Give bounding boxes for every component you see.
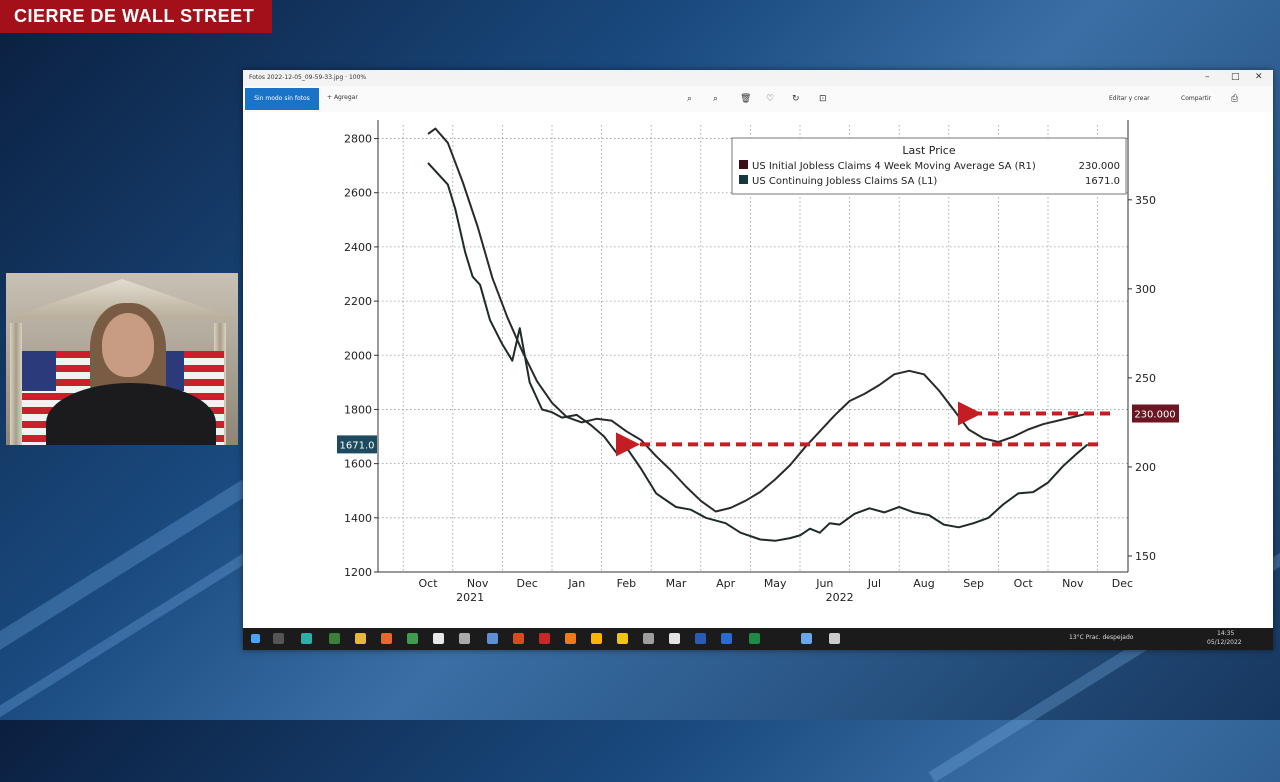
left-tick-label: 2600 [344,187,372,200]
minimize-icon[interactable]: – [1205,72,1210,82]
clock-time[interactable]: 14:35 [1217,630,1235,637]
left-tick-label: 2800 [344,133,372,146]
rotate-icon[interactable]: ↻ [792,94,800,104]
firefox-icon[interactable] [381,633,392,644]
edge-icon[interactable] [301,633,312,644]
legend-swatch [739,175,748,184]
app-icon[interactable] [829,633,840,644]
left-tick-label: 1400 [344,512,372,525]
viewer-toolbar: Sin modo sin fotos + Agregar ⌕ ⌕ 🗑 ♡ ↻ ⊡… [243,86,1273,112]
legend-box [731,137,1127,195]
app-icon[interactable] [721,633,732,644]
app-icon[interactable] [513,633,524,644]
add-button-label: Agregar [333,94,358,101]
zoom-in-icon[interactable]: ⌕ [687,94,693,104]
app-icon[interactable] [459,633,470,644]
viewer-window-title: Fotos 2022-12-05_09-59-33.jpg · 100% [249,74,367,81]
initial-claims-last-value-box [1132,404,1179,423]
right-tick-label: 300 [1135,283,1156,296]
favorite-icon[interactable]: ♡ [766,94,775,104]
legend-entry-name: US Initial Jobless Claims 4 Week Moving … [752,161,1036,172]
app-icon[interactable] [329,633,340,644]
building-column [10,323,22,445]
x-tick-label: Sep [963,577,984,590]
legend-title: Last Price [902,144,955,157]
year-label: 2021 [456,591,484,604]
windows-taskbar: 13°C Prac. despejado 14:35 05/12/2022 [243,628,1273,650]
left-tick-label: 2200 [344,295,372,308]
x-tick-label: Oct [418,577,438,590]
excel-icon[interactable] [749,633,760,644]
x-tick-label: May [764,577,787,590]
print-icon[interactable]: ⎙ [1231,94,1239,104]
document-icon[interactable] [433,633,444,644]
jobless-claims-chart: 1200 1400 1600 1800 2000 2200 2400 2600 2800 150 2… [337,120,1179,604]
x-tick-label: Nov [1062,577,1084,590]
plus-icon: + [327,94,334,101]
search-icon[interactable] [273,633,284,644]
chrome-icon[interactable] [407,633,418,644]
initial-claims-line [427,127,1088,513]
year-label: 2022 [826,591,854,604]
x-tick-label: Jan [567,577,585,590]
x-tick-label: Oct [1014,577,1034,590]
x-tick-label: Nov [467,577,489,590]
continuing-claims-last-value-box [337,435,377,454]
x-tick-label: Mar [666,577,687,590]
primary-mode-button[interactable]: Sin modo sin fotos [245,88,319,110]
app-icon[interactable] [643,633,654,644]
show-title-text: CIERRE DE WALL STREET [14,6,255,26]
show-title-banner: CIERRE DE WALL STREET [0,0,272,33]
legend-entry-name: US Continuing Jobless Claims SA (L1) [752,176,937,187]
x-tick-label: Jun [815,577,833,590]
photos-icon[interactable] [801,633,812,644]
left-tick-label: 1200 [344,566,372,579]
app-icon[interactable] [539,633,550,644]
maximize-icon[interactable]: □ [1231,72,1240,82]
app-icon[interactable] [617,633,628,644]
left-tick-label: 2400 [344,241,372,254]
left-tick-label: 1800 [344,403,372,416]
app-icon[interactable] [565,633,576,644]
initial-claims-last-value: 230.000 [1134,410,1175,421]
legend-entry-value: 1671.0 [1085,176,1120,187]
zoom-out-icon[interactable]: ⌕ [713,94,719,104]
presenter-face [102,313,154,377]
right-tick-label: 150 [1135,550,1156,563]
right-tick-label: 200 [1135,461,1156,474]
viewer-titlebar: Fotos 2022-12-05_09-59-33.jpg · 100% – □… [243,70,1273,86]
x-tick-label: Feb [617,577,636,590]
left-tick-label: 2000 [344,349,372,362]
clock-date[interactable]: 05/12/2022 [1207,639,1242,646]
x-tick-label: Aug [913,577,934,590]
presenter-body [46,383,216,445]
word-icon[interactable] [695,633,706,644]
x-tick-label: Dec [517,577,538,590]
start-icon[interactable] [251,634,260,643]
presenter-webcam [6,273,238,445]
add-button[interactable]: + Agregar [327,94,358,101]
app-icon[interactable] [591,633,602,644]
app-icon[interactable] [669,633,680,644]
legend-entry-value: 230.000 [1079,161,1120,172]
x-tick-label: Apr [716,577,736,590]
x-tick-label: Dec [1112,577,1133,590]
edit-create-button[interactable]: Editar y crear [1109,95,1150,102]
right-tick-label: 350 [1135,194,1156,207]
delete-icon[interactable]: 🗑 [740,94,752,104]
continuing-claims-last-value: 1671.0 [340,440,375,451]
right-tick-label: 250 [1135,372,1156,385]
close-icon[interactable]: ✕ [1255,72,1263,82]
continuing-claims-line [427,162,1089,542]
weather-tray-text[interactable]: 13°C Prac. despejado [1069,634,1134,641]
legend-swatch [739,160,748,169]
file-explorer-icon[interactable] [355,633,366,644]
crop-icon[interactable]: ⊡ [819,94,827,104]
x-tick-label: Jul [867,577,881,590]
left-tick-label: 1600 [344,458,372,471]
share-button[interactable]: Compartir [1181,95,1212,102]
app-icon[interactable] [487,633,498,644]
